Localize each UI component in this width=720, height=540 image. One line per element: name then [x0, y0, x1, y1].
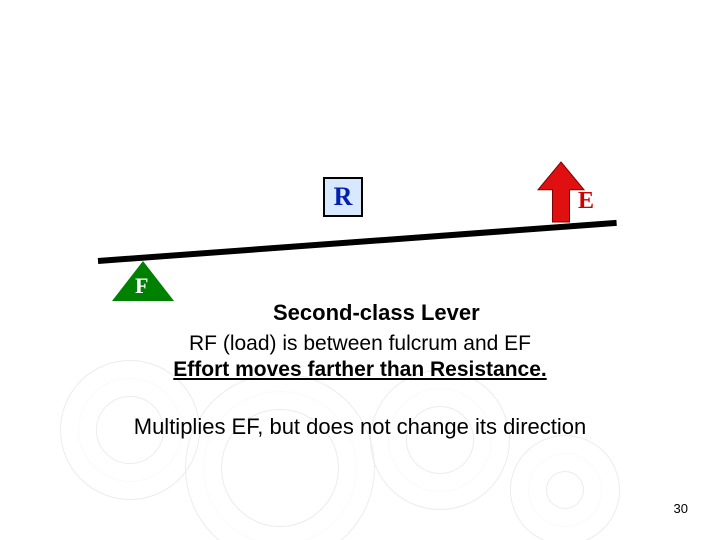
caption-line-3: Multiplies EF, but does not change its d…: [0, 414, 720, 440]
caption-line-2: Effort moves farther than Resistance.: [0, 358, 720, 382]
resistance-label: R: [334, 182, 353, 211]
lever-diagram: F R E Second-class Lever: [78, 60, 638, 275]
fulcrum-label: F: [135, 273, 148, 299]
resistance-box: R: [323, 177, 363, 217]
caption-line-1: RF (load) is between fulcrum and EF: [0, 332, 720, 356]
page-number: 30: [674, 501, 688, 516]
diagram-title: Second-class Lever: [273, 300, 480, 326]
effort-label: E: [578, 188, 594, 215]
slide: F R E Second-class Lever RF (load) is be…: [0, 0, 720, 540]
